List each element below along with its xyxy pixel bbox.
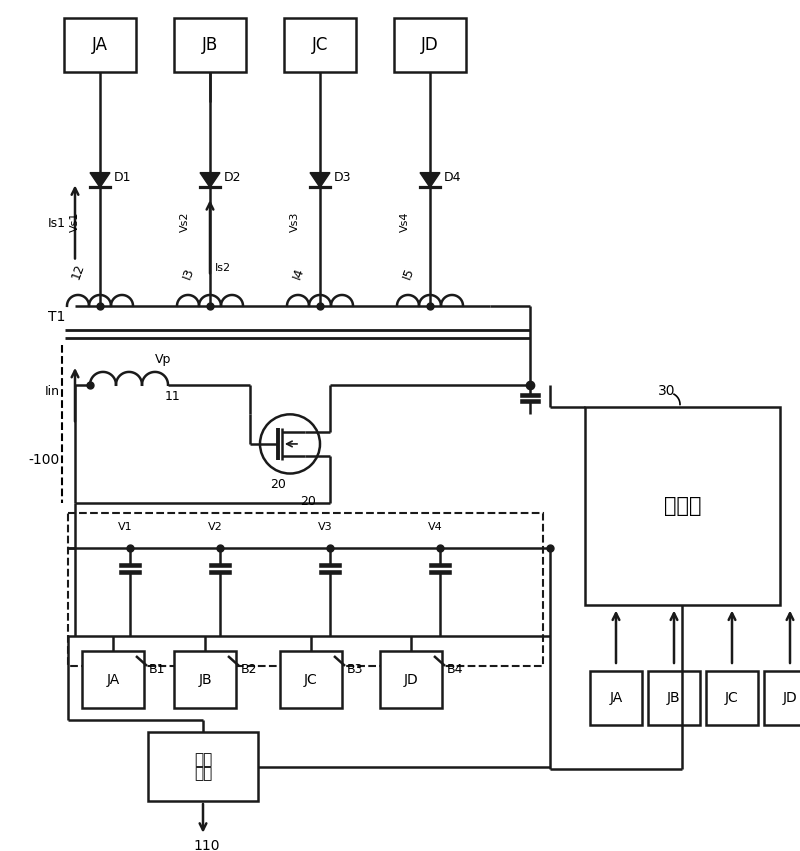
- Text: Is2: Is2: [215, 263, 231, 273]
- Bar: [82, 651, 144, 708]
- Bar: [706, 671, 758, 725]
- Bar: [174, 651, 236, 708]
- Text: Vs2: Vs2: [180, 212, 190, 232]
- Bar: [148, 732, 258, 801]
- Text: JB: JB: [202, 36, 218, 54]
- Text: JC: JC: [304, 672, 318, 687]
- Polygon shape: [90, 173, 110, 187]
- Bar: [68, 513, 543, 665]
- Text: D2: D2: [224, 170, 242, 184]
- Text: I4: I4: [290, 266, 306, 281]
- Text: 控制器: 控制器: [664, 496, 702, 516]
- Polygon shape: [420, 173, 440, 187]
- Text: I5: I5: [400, 266, 416, 281]
- Polygon shape: [310, 173, 330, 187]
- Text: JA: JA: [92, 36, 108, 54]
- Text: I3: I3: [180, 266, 196, 281]
- Bar: [590, 671, 642, 725]
- Text: B3: B3: [347, 663, 363, 676]
- Bar: [380, 651, 442, 708]
- Text: 20: 20: [270, 478, 286, 491]
- Text: 充电: 充电: [194, 752, 212, 767]
- Text: JC: JC: [312, 36, 328, 54]
- Bar: [648, 671, 700, 725]
- Text: D4: D4: [444, 170, 462, 184]
- Text: -100: -100: [28, 453, 59, 466]
- Text: JD: JD: [404, 672, 418, 687]
- Text: V4: V4: [428, 522, 442, 532]
- Bar: [764, 671, 800, 725]
- Text: V1: V1: [118, 522, 133, 532]
- Text: JD: JD: [782, 691, 798, 705]
- Text: B2: B2: [241, 663, 258, 676]
- Text: Vs1: Vs1: [70, 212, 80, 232]
- Text: Is1: Is1: [48, 217, 66, 230]
- Text: 30: 30: [658, 384, 675, 397]
- Text: Vs4: Vs4: [400, 212, 410, 232]
- Bar: [280, 651, 342, 708]
- Bar: [585, 408, 780, 605]
- Text: D3: D3: [334, 170, 351, 184]
- Text: 110: 110: [193, 839, 219, 851]
- Text: 11: 11: [165, 390, 181, 403]
- Text: Vp: Vp: [155, 353, 171, 366]
- Polygon shape: [200, 173, 220, 187]
- Bar: [284, 18, 356, 72]
- Text: JD: JD: [421, 36, 439, 54]
- Text: Vs3: Vs3: [290, 212, 300, 232]
- Text: Iin: Iin: [45, 385, 60, 397]
- Text: JA: JA: [106, 672, 120, 687]
- Text: B4: B4: [447, 663, 463, 676]
- Text: JB: JB: [667, 691, 681, 705]
- Text: 12: 12: [69, 262, 87, 281]
- Text: JA: JA: [610, 691, 622, 705]
- Text: 电路: 电路: [194, 766, 212, 781]
- Text: V3: V3: [318, 522, 333, 532]
- Text: JB: JB: [198, 672, 212, 687]
- Bar: [64, 18, 136, 72]
- Text: T1: T1: [48, 310, 66, 323]
- Bar: [394, 18, 466, 72]
- Text: 20: 20: [300, 495, 316, 508]
- Bar: [174, 18, 246, 72]
- Text: D1: D1: [114, 170, 131, 184]
- Text: V2: V2: [208, 522, 222, 532]
- Text: B1: B1: [149, 663, 166, 676]
- Text: JC: JC: [725, 691, 739, 705]
